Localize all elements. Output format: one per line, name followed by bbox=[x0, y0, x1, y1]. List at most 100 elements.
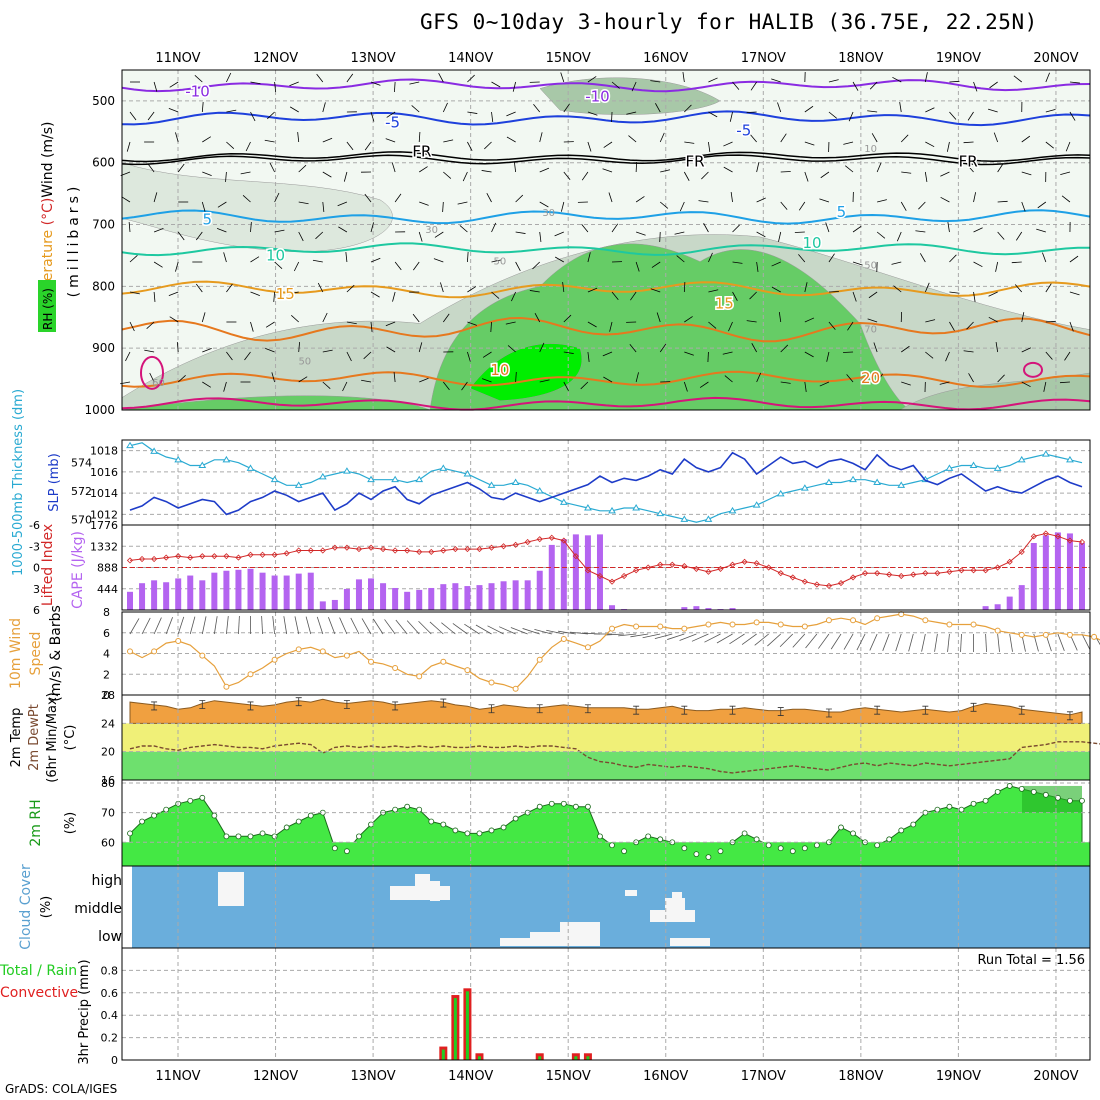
wind-barb bbox=[995, 342, 999, 353]
bottom-day-label: 14NOV bbox=[448, 1069, 493, 1084]
rh-marker bbox=[440, 821, 447, 828]
wind-barb bbox=[491, 111, 494, 122]
wind-barb bbox=[997, 163, 1004, 173]
thickness-line-marker bbox=[849, 475, 857, 483]
wind-barb bbox=[393, 372, 396, 383]
wind-barb bbox=[846, 374, 854, 383]
wind-barb bbox=[611, 291, 619, 301]
pressure-tick-label: 800 bbox=[92, 279, 115, 293]
li-marker bbox=[295, 547, 302, 554]
rh-marker bbox=[597, 833, 603, 840]
wind-barb bbox=[683, 281, 686, 293]
bottom-day-label: 11NOV bbox=[155, 1069, 200, 1084]
wind-barb bbox=[750, 81, 757, 91]
run-total-label: Run Total = 1.56 bbox=[977, 953, 1085, 968]
wind-barb bbox=[939, 381, 950, 385]
surface-wind-barb bbox=[189, 616, 196, 635]
li-marker bbox=[163, 554, 170, 561]
wind-barb bbox=[554, 231, 564, 237]
wind-barb bbox=[587, 321, 597, 328]
wind-barb bbox=[1069, 111, 1076, 121]
wind-barb bbox=[778, 312, 782, 323]
surface-wind-barb bbox=[328, 617, 336, 635]
li-marker bbox=[898, 572, 905, 580]
millibars-ylabel: (millibars) bbox=[66, 183, 82, 298]
wind-barb bbox=[267, 111, 275, 120]
wind-barb bbox=[153, 261, 163, 268]
wind-barb bbox=[342, 381, 348, 392]
thickness-line-marker bbox=[752, 501, 761, 508]
wind-barb bbox=[506, 136, 516, 143]
precip-tick-label: 0 bbox=[111, 1054, 118, 1067]
li-marker bbox=[584, 567, 591, 574]
wind-barb bbox=[876, 373, 884, 383]
wind-barb bbox=[223, 381, 227, 392]
surface-wind-barb bbox=[960, 633, 962, 652]
wind-barb bbox=[273, 291, 276, 302]
wind-barb bbox=[746, 320, 757, 323]
temp-errorbar bbox=[874, 705, 881, 715]
wind-barb bbox=[512, 81, 517, 92]
wind-barb bbox=[563, 103, 570, 113]
wind-barb bbox=[539, 167, 550, 173]
wind-barb bbox=[322, 349, 333, 353]
wind-barb bbox=[343, 171, 348, 182]
temp-errorbar bbox=[199, 700, 206, 709]
cape-bar bbox=[536, 570, 543, 610]
thickness-line-marker bbox=[945, 464, 954, 471]
wind-barb bbox=[708, 111, 718, 118]
thickness-ylabel: 1000-500mb Thickness (dm) bbox=[11, 389, 26, 576]
wind-barb bbox=[250, 111, 256, 122]
wind-barb bbox=[346, 351, 352, 362]
wind-barb bbox=[949, 321, 955, 331]
wind-barb bbox=[852, 291, 857, 302]
cloud-level-label: middle bbox=[74, 901, 122, 917]
cape-bar bbox=[380, 583, 387, 610]
wind-barb bbox=[587, 76, 597, 83]
wind-barb bbox=[988, 291, 998, 297]
li-marker bbox=[560, 537, 567, 544]
cape-bar bbox=[235, 569, 242, 610]
wind-barb bbox=[226, 72, 232, 83]
cape-bar bbox=[681, 607, 688, 610]
surface-wind-barb bbox=[475, 624, 492, 635]
wind-barb bbox=[877, 199, 887, 203]
surface-wind-barb bbox=[895, 633, 902, 652]
wind-barb bbox=[723, 141, 733, 147]
cloud-ylabel: Cloud Cover bbox=[18, 864, 34, 950]
wind-speed-line-marker bbox=[271, 656, 278, 663]
li-marker bbox=[440, 547, 447, 554]
wind-barb bbox=[1069, 255, 1079, 263]
li-marker bbox=[500, 543, 507, 550]
wind-barb bbox=[1045, 351, 1053, 360]
wind-barb bbox=[293, 261, 300, 272]
wind-barb bbox=[674, 231, 685, 235]
wind-barb bbox=[587, 351, 590, 362]
temp-area bbox=[129, 698, 1083, 724]
li-marker bbox=[271, 551, 278, 558]
cape-bar bbox=[705, 608, 712, 610]
surface-wind-barb bbox=[618, 633, 637, 637]
wind-barb bbox=[194, 75, 203, 83]
wind-barb bbox=[660, 169, 671, 173]
wind-barb bbox=[852, 81, 859, 91]
li-marker bbox=[789, 574, 796, 581]
wind-barb bbox=[291, 315, 299, 323]
temp-errorbar bbox=[392, 701, 399, 711]
wind-barb bbox=[147, 111, 155, 121]
li-marker bbox=[1042, 530, 1049, 537]
wind-barb bbox=[1021, 312, 1025, 323]
wind-barb bbox=[924, 72, 928, 83]
wind-barb bbox=[804, 351, 814, 358]
li-marker bbox=[753, 560, 760, 567]
wind-barb bbox=[949, 111, 957, 120]
wind-barb bbox=[298, 342, 300, 353]
thickness-line-marker bbox=[294, 481, 303, 488]
pressure-tick-label: 900 bbox=[92, 341, 115, 355]
wind-barb bbox=[370, 222, 374, 233]
wind-barb bbox=[828, 111, 837, 119]
rh-contour-label: 30 bbox=[425, 225, 438, 236]
surface-wind-barb bbox=[856, 633, 866, 651]
wind-barb bbox=[966, 164, 974, 173]
wind-barb bbox=[1021, 171, 1032, 176]
